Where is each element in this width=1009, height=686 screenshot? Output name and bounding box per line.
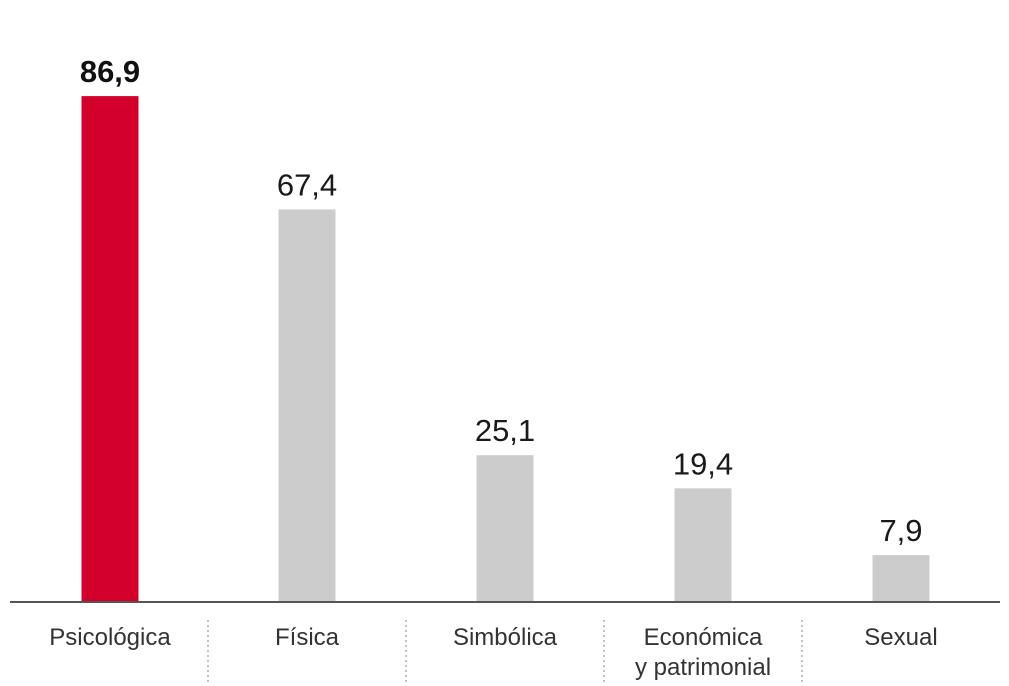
category-label-simbolica: Simbólica (453, 624, 558, 651)
bar-simbolica (476, 455, 534, 601)
value-labels-layer: 86,9 67,4 25,1 19,4 7,9 (80, 54, 923, 548)
value-label-simbolica: 25,1 (475, 413, 535, 448)
category-label-economica-y-patrimonial: Económica y patrimonial (635, 624, 771, 681)
value-label-psicologica: 86,9 (80, 54, 140, 89)
bar-economica-y-patrimonial (674, 488, 732, 601)
value-label-economica-y-patrimonial: 19,4 (673, 446, 733, 481)
category-label-psicologica: Psicológica (49, 624, 171, 651)
value-label-fisica: 67,4 (277, 167, 337, 202)
category-label-fisica: Física (275, 624, 340, 651)
category-separators (207, 620, 803, 684)
category-label-sexual: Sexual (864, 624, 937, 651)
value-label-sexual: 7,9 (879, 513, 922, 548)
bars-layer (81, 96, 930, 601)
bar-sexual (872, 555, 930, 601)
bar-psicologica (81, 96, 139, 601)
category-labels-layer: Psicológica Física Simbólica Económica y pat… (49, 624, 937, 681)
bar-fisica (278, 209, 336, 601)
